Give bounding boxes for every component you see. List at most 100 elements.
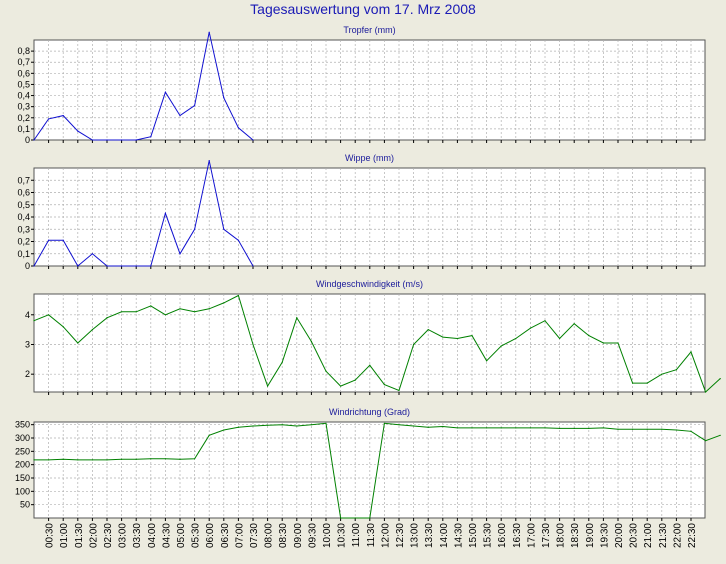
- y-tick-label: 0,3: [17, 224, 30, 234]
- y-tick-label: 0,2: [17, 237, 30, 247]
- data-point: [48, 118, 50, 120]
- x-tick-label: 04:00: [147, 523, 158, 548]
- data-point: [150, 458, 152, 460]
- data-point: [179, 253, 181, 255]
- data-point: [62, 326, 64, 328]
- x-tick-label: 08:00: [264, 523, 275, 548]
- x-tick-label: 05:00: [176, 523, 187, 548]
- y-tick-label: 0,2: [17, 113, 30, 123]
- data-point: [164, 91, 166, 93]
- x-tick-label: 10:30: [337, 523, 348, 548]
- data-point: [33, 265, 35, 267]
- x-tick-label: 16:30: [512, 523, 523, 548]
- data-point: [194, 311, 196, 313]
- data-point: [632, 382, 634, 384]
- data-point: [340, 385, 342, 387]
- data-point: [33, 139, 35, 141]
- x-tick-label: 21:30: [658, 523, 669, 548]
- chart-title: Tropfer (mm): [343, 25, 395, 35]
- x-tick-label: 12:00: [380, 523, 391, 548]
- x-tick-label: 18:30: [570, 523, 581, 548]
- data-point: [121, 311, 123, 313]
- chart-panel-4: Windrichtung (Grad) 50 100 150 200 250 300 350: [15, 407, 721, 521]
- data-point: [471, 334, 473, 337]
- data-point: [223, 429, 225, 431]
- chart-panel-1: Tropfer (mm) 00,10,20,30,4 0,50,60,70,8: [17, 25, 706, 145]
- x-tick-label: 21:00: [643, 523, 654, 548]
- x-tick-label: 03:30: [132, 523, 143, 548]
- data-point: [529, 327, 532, 329]
- x-tick-label: 20:30: [629, 523, 640, 548]
- series-line: [34, 422, 721, 519]
- y-tick-label: 0,7: [17, 175, 30, 185]
- data-point: [121, 139, 123, 141]
- x-tick-label: 13:30: [424, 523, 435, 548]
- x-tick-label: 19:00: [585, 523, 596, 548]
- data-point: [296, 425, 298, 427]
- y-tick-label: 3: [25, 339, 30, 349]
- x-tick-label: 09:00: [293, 523, 304, 548]
- x-tick-label: 13:00: [410, 523, 421, 548]
- x-tick-label: 11:30: [366, 523, 377, 548]
- y-tick-label: 200: [15, 460, 30, 470]
- x-tick-label: 02:00: [88, 523, 99, 548]
- y-tick-label: 150: [15, 473, 30, 483]
- chart-panel-2: Wippe (mm) 0 0,1 0,2 0,3 0,4 0,5 0,6 0,7: [17, 153, 706, 271]
- data-point: [515, 427, 517, 429]
- data-point: [237, 239, 239, 241]
- x-tick-label: 18:00: [556, 523, 567, 548]
- data-point: [296, 317, 298, 319]
- data-point: [164, 212, 166, 214]
- data-point: [106, 265, 108, 267]
- data-point: [106, 317, 108, 319]
- data-point: [33, 320, 35, 322]
- data-point: [252, 425, 254, 427]
- data-point: [705, 440, 707, 442]
- data-point: [427, 426, 429, 428]
- x-tick-label: 00:30: [45, 523, 56, 548]
- y-tick-label: 0,6: [17, 188, 30, 198]
- data-point: [486, 427, 488, 429]
- data-point: [77, 459, 79, 461]
- chart-title: Windgeschwindigkeit (m/s): [316, 279, 423, 289]
- data-point: [91, 253, 93, 255]
- y-tick-label: 0,4: [17, 91, 30, 101]
- data-point: [252, 343, 254, 346]
- data-point: [617, 428, 619, 430]
- data-point: [398, 389, 400, 392]
- y-tick-label: 250: [15, 446, 30, 456]
- data-point: [588, 334, 590, 337]
- data-point: [237, 426, 239, 428]
- x-tick-label: 06:30: [220, 523, 231, 548]
- data-point: [48, 314, 50, 316]
- data-point: [442, 336, 444, 338]
- data-point: [559, 337, 561, 340]
- data-point: [661, 428, 663, 430]
- x-tick-label: 14:00: [439, 523, 450, 548]
- data-point: [208, 31, 210, 33]
- x-tick-label: 03:00: [118, 523, 129, 548]
- data-point: [106, 459, 108, 461]
- data-point: [223, 228, 225, 230]
- data-point: [632, 428, 634, 430]
- data-point: [456, 427, 458, 429]
- x-axis-labels: 00:30 01:00 01:30 02:00 02:30 03:00 03:30 04:00…: [0, 515, 698, 548]
- data-point: [77, 130, 79, 132]
- y-tick-label: 0,4: [17, 212, 30, 222]
- data-point: [471, 427, 473, 429]
- x-tick-label: 01:30: [74, 523, 85, 548]
- data-point: [310, 424, 312, 426]
- data-point: [325, 422, 327, 424]
- data-point: [369, 364, 371, 366]
- data-point: [223, 97, 225, 99]
- data-point: [91, 459, 93, 461]
- y-tick-label: 2: [25, 369, 30, 379]
- data-point: [340, 517, 342, 519]
- data-point: [252, 265, 254, 267]
- data-point: [354, 517, 356, 519]
- data-point: [121, 265, 123, 267]
- x-tick-label: 08:30: [278, 523, 289, 548]
- series-line: [33, 32, 254, 141]
- data-point: [237, 294, 239, 297]
- data-point: [237, 127, 239, 129]
